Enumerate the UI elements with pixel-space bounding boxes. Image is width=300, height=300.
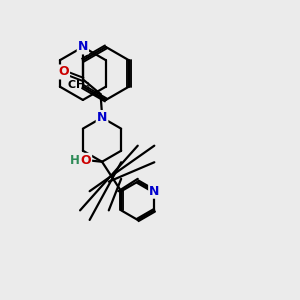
Text: N: N [97, 111, 107, 124]
Text: O: O [80, 154, 91, 167]
Text: O: O [58, 65, 69, 79]
Text: CH$_3$: CH$_3$ [67, 78, 91, 92]
Text: N: N [149, 185, 160, 198]
Text: N: N [97, 111, 107, 124]
Text: N: N [78, 40, 88, 53]
Text: H: H [70, 154, 80, 167]
